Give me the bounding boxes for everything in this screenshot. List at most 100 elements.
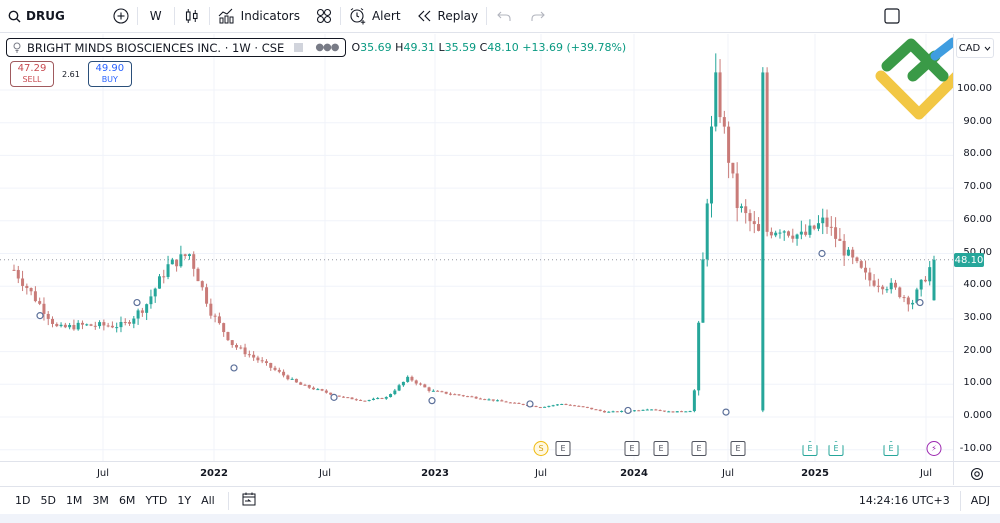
price-axis[interactable]: 100.00 90.00 80.00 70.00 60.00 50.00 40.00 30.0… — [953, 34, 1000, 461]
settings-icon — [970, 467, 984, 480]
range-button-all[interactable]: All — [201, 494, 215, 507]
undo-button[interactable] — [487, 0, 521, 33]
time-axis[interactable]: Jul 2022 Jul 2023 Jul 2024 Jul 2025 Jul — [0, 461, 953, 485]
search-icon — [8, 10, 21, 22]
time-tick-label: Jul — [318, 468, 332, 479]
close-value: 48.10 — [487, 41, 519, 54]
plus-circle-icon — [113, 8, 129, 24]
redo-icon — [531, 11, 545, 21]
price-tick-label: 90.00 — [963, 115, 992, 127]
range-button-1m[interactable]: 1M — [65, 494, 83, 507]
bulb-icon — [13, 42, 21, 53]
buy-price: 49.90 — [95, 63, 125, 74]
earnings-event-marker[interactable]: E — [802, 441, 818, 456]
range-button-1d[interactable]: 1D — [15, 494, 31, 507]
range-button-5d[interactable]: 5D — [40, 494, 56, 507]
chart-type-button[interactable] — [175, 0, 209, 33]
divider — [227, 491, 229, 510]
top-toolbar: DRUG W Indicators Alert Replay — [0, 0, 1000, 33]
interval-button[interactable]: W — [138, 0, 174, 33]
symbol-label: DRUG — [26, 9, 65, 23]
calendar-arrow-icon — [242, 492, 256, 506]
sell-button[interactable]: 47.29 SELL — [10, 61, 54, 87]
dividend-event-marker[interactable]: ⚡ — [926, 441, 942, 456]
axis-settings-button[interactable] — [953, 461, 1000, 485]
indicators-label: Indicators — [240, 9, 300, 23]
symbol-legend-chip[interactable]: BRIGHT MINDS BIOSCIENCES INC. · 1W · CSE… — [6, 38, 346, 57]
time-tick-label: Jul — [721, 468, 735, 479]
candlestick-chart — [0, 34, 953, 461]
high-value: 49.31 — [403, 41, 435, 54]
flag-icon — [294, 43, 304, 52]
earnings-event-marker[interactable]: E — [883, 441, 899, 456]
symbol-search-button[interactable]: DRUG — [0, 0, 105, 33]
range-button-1y[interactable]: 1Y — [177, 494, 192, 507]
candles-icon — [185, 9, 198, 23]
buy-label: BUY — [101, 75, 118, 84]
earnings-event-marker[interactable]: E — [624, 441, 640, 456]
price-tick-label: 40.00 — [963, 279, 992, 291]
range-button-ytd[interactable]: YTD — [145, 494, 168, 507]
replay-button[interactable]: Replay — [409, 0, 487, 33]
alert-label: Alert — [371, 9, 401, 23]
range-button-6m[interactable]: 6M — [118, 494, 136, 507]
compare-symbol-button[interactable] — [105, 0, 137, 33]
change-value: +13.69 (+39.78%) — [522, 41, 627, 54]
alarm-clock-icon — [350, 8, 366, 25]
price-tick-label: 0.000 — [963, 410, 992, 421]
time-tick-label: 2022 — [200, 468, 228, 479]
price-tick-label: 10.00 — [963, 377, 992, 389]
price-tick-label: 50.00 — [963, 246, 992, 258]
price-tick-label: -10.00 — [959, 442, 992, 454]
undo-icon — [497, 11, 511, 21]
clock[interactable]: 14:24:16 UTC+3 — [858, 494, 950, 507]
adj-label: ADJ — [970, 494, 990, 507]
redo-button[interactable] — [521, 0, 555, 33]
more-options-icon[interactable]: ●●● — [315, 42, 339, 53]
time-tick-label: Jul — [534, 468, 548, 479]
price-tick-label: 20.00 — [963, 344, 992, 356]
indicators-button[interactable]: Indicators — [210, 0, 308, 33]
earnings-event-marker[interactable]: E — [730, 441, 746, 456]
sell-label: SELL — [22, 75, 42, 84]
replay-label: Replay — [437, 9, 479, 23]
price-tick-label: 30.00 — [963, 311, 992, 323]
earnings-event-marker[interactable]: E — [555, 441, 571, 456]
adjust-data-button[interactable]: ADJ — [959, 490, 1000, 511]
price-tick-label: 60.00 — [963, 213, 992, 225]
date-range-buttons: 1D 5D 1M 3M 6M YTD 1Y All — [0, 494, 220, 507]
time-tick-label: 2024 — [620, 468, 648, 479]
divider — [208, 7, 210, 25]
time-tick-label: 2023 — [421, 468, 449, 479]
earnings-event-marker[interactable]: E — [828, 441, 844, 456]
goto-date-button[interactable] — [237, 491, 261, 510]
earnings-event-marker[interactable]: E — [653, 441, 669, 456]
time-tick-label: Jul — [96, 468, 110, 479]
price-tick-label: 70.00 — [963, 181, 992, 193]
square-icon — [884, 8, 900, 24]
buy-button[interactable]: 49.90 BUY — [87, 61, 132, 87]
time-tick-label: 2025 — [801, 468, 829, 479]
indicators-icon — [218, 8, 234, 24]
currency-selector[interactable]: CAD — [956, 38, 994, 58]
alert-button[interactable]: Alert — [341, 0, 409, 33]
range-button-3m[interactable]: 3M — [92, 494, 109, 507]
time-tick-label: Jul — [919, 468, 933, 479]
divider — [136, 7, 138, 25]
chart-pane[interactable] — [0, 34, 953, 461]
grid-templates-icon — [316, 8, 332, 24]
split-event-marker[interactable]: S — [533, 441, 549, 456]
currency-label: CAD — [958, 42, 981, 54]
ohlc-values: O35.69 H49.31 L35.59 C48.10 +13.69 (+39.… — [351, 41, 627, 54]
interval-label: W — [149, 9, 162, 23]
earnings-event-marker[interactable]: E — [691, 441, 707, 456]
spread-value: 2.61 — [62, 69, 80, 79]
rewind-icon — [417, 10, 430, 22]
price-tick-label: 80.00 — [963, 148, 992, 160]
templates-button[interactable] — [308, 0, 340, 33]
chevron-down-icon — [984, 46, 991, 51]
bottom-toolbar: 1D 5D 1M 3M 6M YTD 1Y All 14:24:16 UTC+3 ADJ — [0, 486, 1000, 514]
divider — [339, 7, 341, 25]
chart-legend: BRIGHT MINDS BIOSCIENCES INC. · 1W · CSE… — [6, 38, 626, 57]
fullscreen-button[interactable] — [884, 0, 1000, 33]
